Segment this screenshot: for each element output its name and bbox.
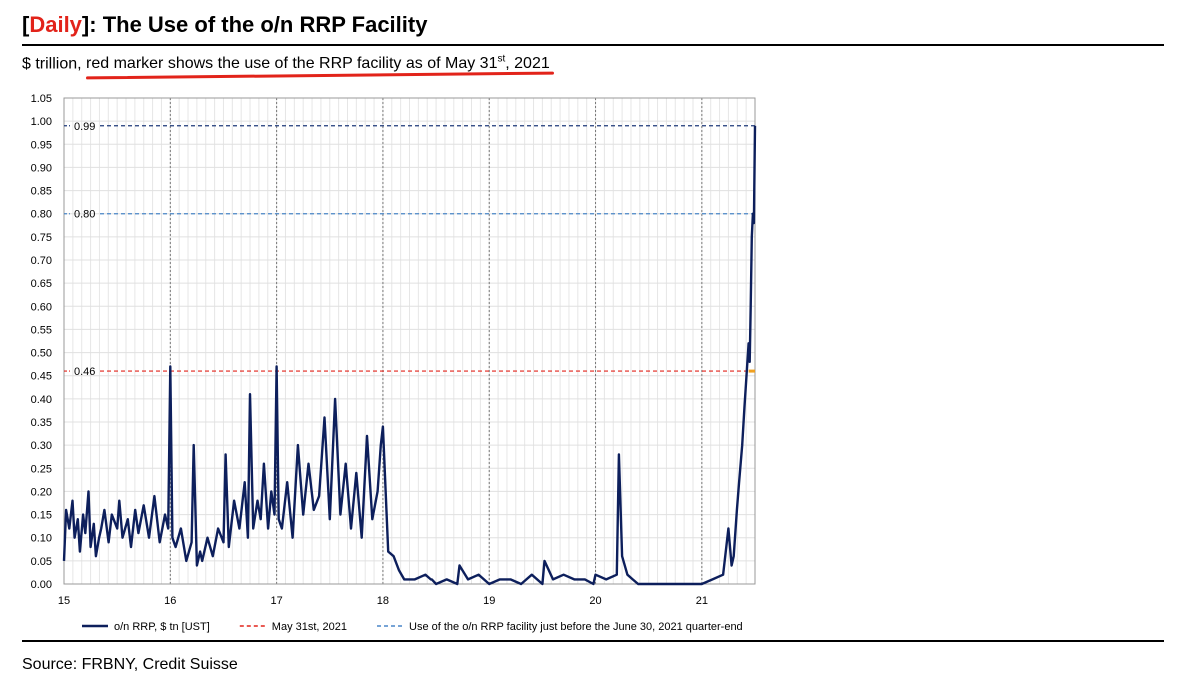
x-tick-label: 18 [377,595,389,607]
y-tick-label: 0.80 [31,209,52,221]
y-tick-label: 0.45 [31,371,52,383]
reference-label: 0.80 [74,209,95,221]
subtitle-highlight-wrap: red marker shows the use of the RRP faci… [86,54,550,73]
y-tick-label: 0.50 [31,348,52,360]
rrp-series-line [62,125,757,586]
subtitle-suffix: , 2021 [505,55,550,73]
y-tick-label: 0.70 [31,255,52,267]
legend-label: Use of the o/n RRP facility just before … [409,621,743,633]
chart-title: [Daily]: The Use of the o/n RRP Facility [22,12,428,37]
y-tick-label: 0.60 [31,301,52,313]
y-tick-label: 0.10 [31,533,52,545]
y-tick-label: 0.65 [31,278,52,290]
y-tick-label: 0.75 [31,232,52,244]
y-tick-label: 0.20 [31,486,52,498]
reference-label: 0.99 [74,121,95,133]
subtitle-prefix: $ trillion, [22,55,87,73]
y-tick-label: 0.30 [31,440,52,452]
plot-frame [63,97,756,585]
y-tick-label: 0.25 [31,463,52,475]
header-rule [22,44,1164,46]
x-tick-label: 15 [58,595,70,607]
title-tag: Daily [29,12,82,37]
y-tick-label: 1.00 [31,116,52,128]
y-tick-label: 0.05 [31,556,52,568]
source-note: Source: FRBNY, Credit Suisse [22,656,238,673]
x-tick-label: 20 [589,595,601,607]
footer-rule [22,640,1164,642]
y-tick-label: 0.35 [31,417,52,429]
rrp-line-chart: 0.00 0.05 0.10 0.15 0.20 0.25 0.30 0.35 0.40 0.45… [31,93,757,633]
y-tick-label: 0.90 [31,162,52,174]
y-tick-label: 0.55 [31,324,52,336]
reference-label: 0.46 [74,366,95,378]
x-tick-label: 17 [270,595,282,607]
y-tick-label: 1.05 [31,93,52,105]
y-tick-label: 0.15 [31,510,52,522]
subtitle-sup: st [497,54,506,65]
y-tick-label: 0.95 [31,139,52,151]
x-tick-label: 19 [483,595,495,607]
x-tick-label: 16 [164,595,176,607]
title-text: : The Use of the o/n RRP Facility [89,12,428,37]
legend-label: May 31st, 2021 [272,621,347,633]
y-tick-label: 0.00 [31,579,52,591]
y-tick-label: 0.85 [31,186,52,198]
chart-subtitle: $ trillion, red marker shows the use of … [22,54,550,73]
x-tick-label: 21 [696,595,708,607]
y-tick-label: 0.40 [31,394,52,406]
legend-label: o/n RRP, $ tn [UST] [114,621,210,633]
subtitle-highlight: red marker shows the use of the RRP faci… [86,55,498,73]
